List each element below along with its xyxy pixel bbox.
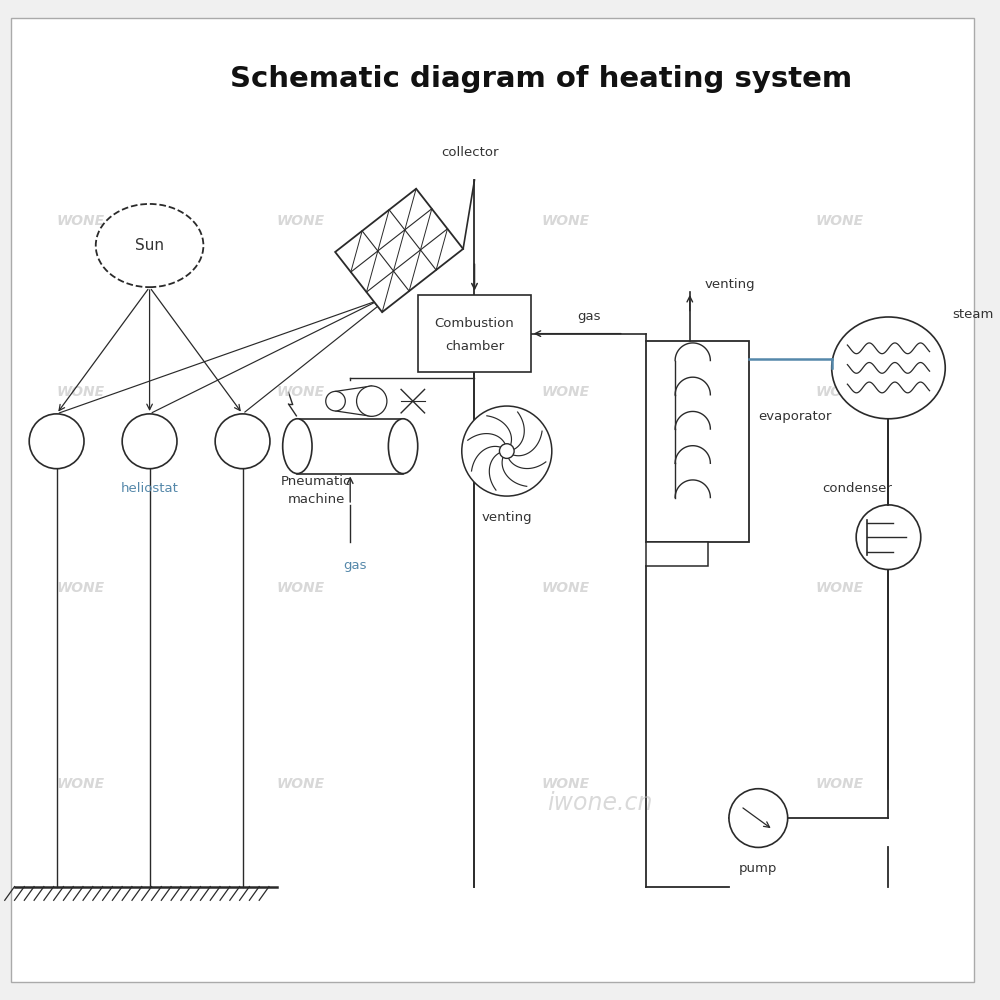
Text: WONE: WONE: [277, 581, 325, 595]
Text: steam: steam: [952, 308, 993, 321]
Text: gas: gas: [343, 559, 367, 572]
Circle shape: [729, 789, 788, 847]
Bar: [646, 542, 708, 566]
Circle shape: [326, 391, 345, 411]
Text: condenser: condenser: [822, 482, 892, 495]
Text: collector: collector: [441, 146, 498, 159]
Circle shape: [462, 406, 552, 496]
Text: WONE: WONE: [815, 214, 863, 228]
Text: Sun: Sun: [135, 238, 164, 253]
Text: WONE: WONE: [541, 214, 589, 228]
Text: WONE: WONE: [815, 385, 863, 399]
Text: venting: venting: [704, 278, 755, 291]
Text: WONE: WONE: [541, 581, 589, 595]
Text: chamber: chamber: [445, 340, 504, 353]
Text: WONE: WONE: [277, 214, 325, 228]
Ellipse shape: [832, 317, 945, 419]
Text: gas: gas: [578, 310, 601, 323]
Circle shape: [29, 414, 84, 469]
Circle shape: [499, 444, 514, 458]
Text: machine: machine: [287, 493, 345, 506]
Text: WONE: WONE: [815, 581, 863, 595]
Text: venting: venting: [481, 511, 532, 524]
Circle shape: [856, 505, 921, 569]
Bar: [418, 295, 531, 372]
Circle shape: [357, 386, 387, 416]
Circle shape: [215, 414, 270, 469]
Text: pump: pump: [739, 862, 777, 875]
Ellipse shape: [96, 204, 203, 287]
Text: WONE: WONE: [57, 385, 105, 399]
Text: evaporator: evaporator: [758, 410, 832, 423]
Text: iwone.cn: iwone.cn: [547, 791, 653, 815]
Text: Combustion: Combustion: [435, 317, 514, 330]
Bar: [646, 341, 749, 542]
Text: WONE: WONE: [541, 777, 589, 791]
Text: Pneumatic: Pneumatic: [281, 475, 351, 488]
Text: WONE: WONE: [277, 385, 325, 399]
Text: WONE: WONE: [541, 385, 589, 399]
Text: WONE: WONE: [57, 214, 105, 228]
Text: Schematic diagram of heating system: Schematic diagram of heating system: [230, 65, 852, 93]
Text: WONE: WONE: [277, 777, 325, 791]
Text: WONE: WONE: [57, 777, 105, 791]
Ellipse shape: [283, 419, 312, 474]
Text: WONE: WONE: [815, 777, 863, 791]
Ellipse shape: [388, 419, 418, 474]
Text: heliostat: heliostat: [121, 482, 179, 495]
Text: WONE: WONE: [57, 581, 105, 595]
Bar: [297, 419, 403, 474]
Circle shape: [122, 414, 177, 469]
Polygon shape: [335, 189, 463, 312]
